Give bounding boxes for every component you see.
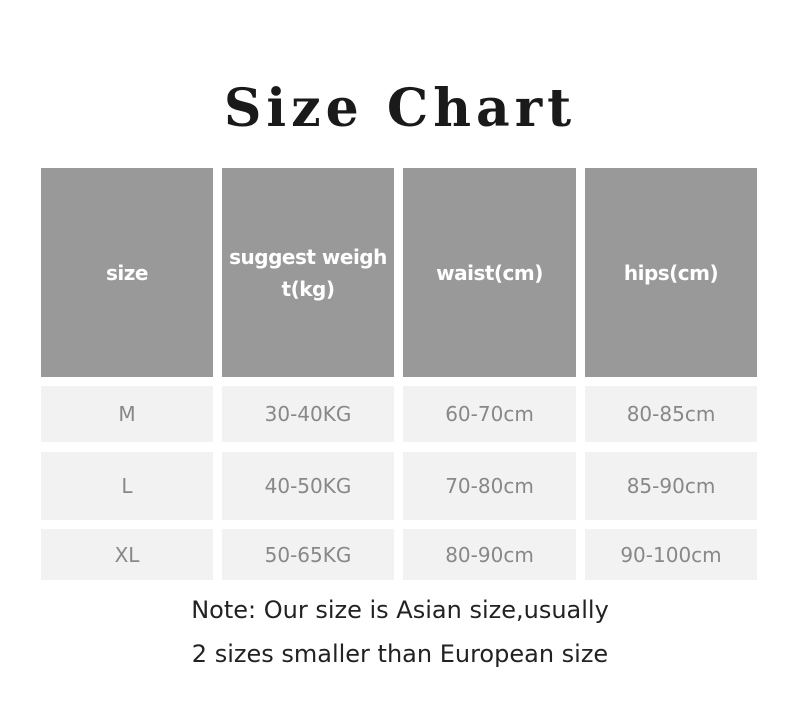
table-cell: 80-90cm [403, 529, 576, 580]
note-line-2: 2 sizes smaller than European size [191, 640, 609, 668]
table-cell: XL [41, 529, 213, 580]
page-title: Size Chart [223, 78, 577, 139]
header-cell: waist(cm) [403, 168, 576, 377]
table-cell: 70-80cm [403, 452, 576, 520]
table-cell: 85-90cm [585, 452, 757, 520]
table-cell: 30-40KG [222, 386, 394, 442]
table-cell: 90-100cm [585, 529, 757, 580]
header-cell: hips(cm) [585, 168, 757, 377]
table-cell: L [41, 452, 213, 520]
note-line-1: Note: Our size is Asian size,usually [191, 596, 609, 624]
table-cell: 80-85cm [585, 386, 757, 442]
header-cell: size [41, 168, 213, 377]
table-cell: M [41, 386, 213, 442]
header-cell: suggest weigh t(kg) [222, 168, 394, 377]
table-cell: 60-70cm [403, 386, 576, 442]
table-cell: 50-65KG [222, 529, 394, 580]
table-cell: 40-50KG [222, 452, 394, 520]
